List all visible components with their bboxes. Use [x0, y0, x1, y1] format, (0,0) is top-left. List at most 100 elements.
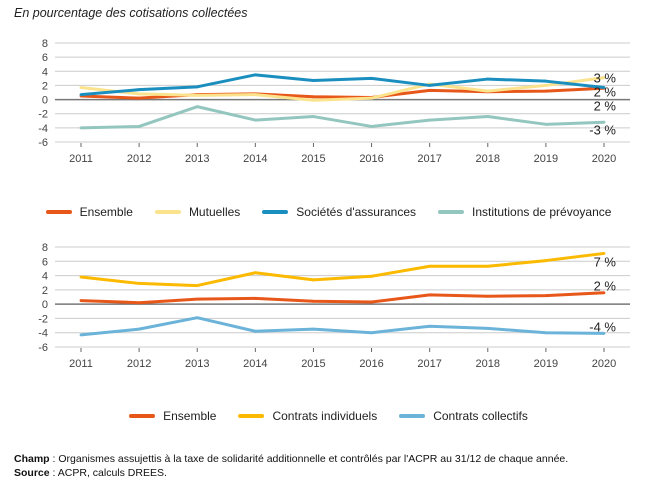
- x-tick-label: 2017: [417, 153, 441, 165]
- data-point: [602, 291, 606, 295]
- legend-swatch: [154, 210, 181, 214]
- data-point: [79, 275, 83, 279]
- footer-champ: Champ : Organismes assujettis à la taxe …: [14, 453, 568, 465]
- x-tick-label: 2014: [243, 153, 267, 165]
- end-label: -4 %: [589, 319, 616, 334]
- data-point: [195, 105, 199, 109]
- y-tick-label: 2: [42, 285, 48, 297]
- x-tick-label: 2014: [243, 358, 267, 370]
- data-point: [79, 86, 83, 89]
- data-point: [370, 274, 373, 278]
- x-tick-label: 2018: [476, 153, 500, 165]
- data-point: [137, 301, 141, 305]
- data-point: [428, 84, 432, 87]
- legend-item: Contrats collectifs: [399, 409, 528, 423]
- chart-subtitle: En pourcentage des cotisations collectée…: [14, 6, 248, 20]
- series-line-3: [80, 105, 605, 130]
- data-point: [312, 95, 315, 99]
- data-point: [137, 282, 141, 285]
- data-point: [253, 329, 257, 333]
- x-tick-label: 2020: [592, 153, 616, 165]
- data-point: [312, 327, 315, 331]
- x-tick-label: 2013: [185, 358, 209, 370]
- legend-label: Institutions de prévoyance: [472, 205, 612, 219]
- source-label: Source: [14, 467, 50, 479]
- end-label: -3 %: [589, 122, 616, 137]
- end-label: 7 %: [594, 254, 617, 269]
- data-point: [428, 293, 432, 297]
- data-point: [428, 264, 432, 268]
- data-point: [486, 115, 490, 118]
- data-point: [312, 299, 315, 303]
- data-point: [370, 125, 373, 128]
- y-tick-label: 0: [42, 299, 48, 311]
- source-text: : ACPR, calculs DREES.: [49, 467, 167, 479]
- data-point: [312, 115, 315, 118]
- data-point: [544, 84, 548, 87]
- data-point: [602, 332, 606, 335]
- legend-label: Ensemble: [79, 205, 133, 219]
- data-point: [195, 85, 199, 89]
- data-point: [253, 271, 257, 275]
- data-point: [486, 264, 490, 268]
- legend-label: Contrats collectifs: [433, 409, 528, 423]
- y-tick-label: 8: [42, 38, 48, 50]
- data-point: [486, 77, 490, 81]
- x-tick-label: 2019: [534, 153, 558, 165]
- data-point: [428, 324, 432, 328]
- data-point: [312, 98, 315, 102]
- y-tick-label: -2: [38, 313, 48, 325]
- end-label: 2 %: [594, 85, 617, 100]
- y-tick-label: -4: [38, 328, 48, 340]
- data-point: [370, 96, 373, 100]
- chart-0: -6 -4 -2 0 2 4 6 8 2011 2012 2013 2014 2015 2016 2017 2…: [38, 38, 630, 165]
- champ-text: : Organismes assujettis à la taxe de sol…: [49, 453, 569, 465]
- chart-1: -6 -4 -2 0 2 4 6 8 2011 2012 2013 2014 2015 2016 2017 2…: [38, 242, 630, 370]
- legend-swatch: [129, 414, 156, 418]
- data-point: [195, 93, 199, 97]
- x-tick-label: 2017: [417, 358, 441, 370]
- data-point: [544, 79, 548, 83]
- data-point: [428, 88, 432, 92]
- data-point: [79, 333, 83, 337]
- data-point: [602, 252, 606, 255]
- series-line-1: [80, 76, 605, 102]
- data-point: [79, 299, 83, 302]
- y-tick-label: 4: [42, 66, 48, 78]
- x-tick-label: 2015: [301, 153, 325, 165]
- data-point: [195, 297, 199, 301]
- data-point: [602, 120, 606, 124]
- legend-item: Ensemble: [129, 409, 216, 423]
- series-line-2: [80, 73, 605, 97]
- y-tick-label: -6: [38, 342, 48, 354]
- data-point: [137, 92, 141, 96]
- series-line-1: [80, 251, 605, 288]
- x-tick-label: 2012: [127, 153, 151, 165]
- data-point: [428, 118, 432, 122]
- legend-label: Mutuelles: [188, 205, 241, 219]
- series-line-0: [80, 291, 605, 305]
- data-point: [195, 284, 199, 287]
- data-point: [602, 86, 606, 89]
- legend-swatch: [262, 210, 289, 214]
- legend-item: Contrats individuels: [238, 409, 377, 423]
- y-tick-label: 4: [42, 271, 48, 283]
- end-label: 2 %: [594, 279, 617, 294]
- legend-label: Sociétés d'assurances: [296, 205, 416, 219]
- data-point: [137, 88, 141, 92]
- legend-swatch: [238, 414, 265, 418]
- end-label: 3 %: [594, 71, 617, 86]
- y-tick-label: 6: [42, 52, 48, 64]
- legend-item: Ensemble: [45, 205, 133, 219]
- x-tick-label: 2016: [359, 153, 383, 165]
- data-point: [486, 327, 490, 330]
- y-tick-label: 6: [42, 256, 48, 268]
- legend-item: Sociétés d'assurances: [262, 205, 416, 219]
- data-point: [79, 93, 83, 97]
- x-tick-label: 2020: [592, 358, 616, 370]
- legend-item: Institutions de prévoyance: [438, 205, 611, 219]
- data-point: [312, 278, 315, 282]
- data-point: [253, 118, 257, 122]
- x-tick-label: 2015: [301, 358, 325, 370]
